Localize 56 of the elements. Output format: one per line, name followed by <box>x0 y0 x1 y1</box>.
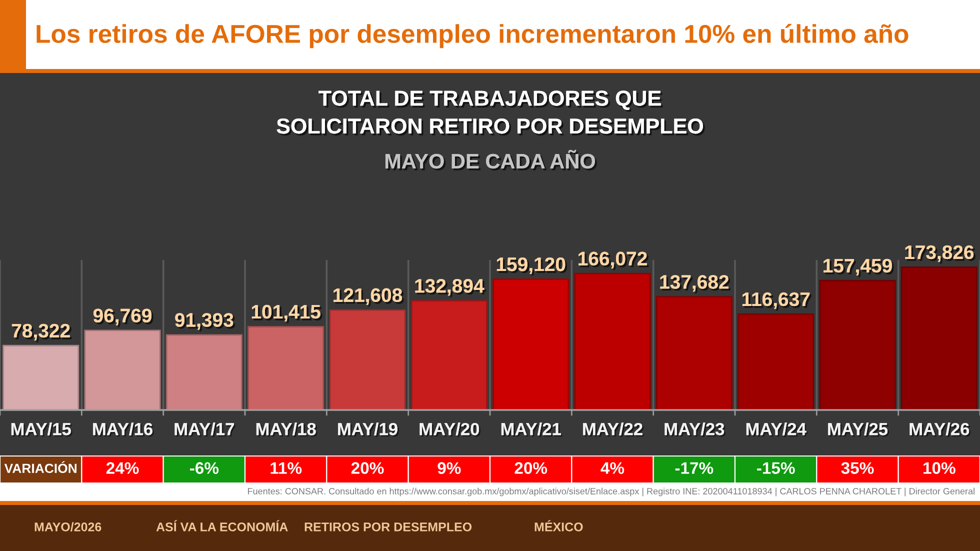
bar <box>900 266 978 410</box>
chart-title: Los retiros de AFORE por desempleo incrementaron 10% en último año <box>36 24 908 48</box>
data-label: 96,769 <box>93 308 154 328</box>
data-label: 173,826 <box>905 245 976 264</box>
text: -15% <box>757 462 795 474</box>
bar <box>410 300 488 410</box>
bar <box>492 278 570 410</box>
bar <box>2 344 80 410</box>
chart-subtitle: TOTAL DE TRABAJADORES QUE SOLICITARON RETIRO POR DESEMPLEO <box>276 90 705 136</box>
data-label: 101,415 <box>252 304 322 324</box>
x-tick-label: MAY/23 <box>664 422 726 437</box>
bar <box>166 334 242 410</box>
x-tick-label: MAY/21 <box>501 422 562 437</box>
text: ASÍ VA LA ECONOMÍA <box>156 520 288 532</box>
x-tick-label: MAY/20 <box>420 422 480 437</box>
x-tick-label: MAY/26 <box>910 422 970 437</box>
text: 9% <box>438 462 461 474</box>
data-label: 116,637 <box>742 292 812 311</box>
text: 35% <box>841 462 874 474</box>
text: 24% <box>106 462 139 474</box>
data-label: 121,608 <box>334 288 404 307</box>
bar <box>738 313 814 410</box>
data-label: 157,459 <box>824 258 894 278</box>
data-label: 137,682 <box>660 275 730 294</box>
bar <box>574 272 651 410</box>
x-tick-label: MAY/19 <box>338 422 399 437</box>
bar <box>819 280 896 410</box>
source-note: Fuentes: CONSAR. Consultado en https://www.consar.gob.mx/gobmx/aplicativo/siset/Enlace.aspx | Registro INE: 20200411018934 | CARLOS PENNA CHAROLET | Director General <box>248 488 974 496</box>
bar <box>248 326 324 410</box>
text: 11% <box>270 462 302 474</box>
text: VARIACIÓN <box>4 461 76 474</box>
data-label: 78,322 <box>12 324 72 342</box>
text: -17% <box>675 462 714 474</box>
text: 20% <box>351 462 384 474</box>
x-tick-label: MAY/15 <box>11 422 72 437</box>
x-tick-label: MAY/16 <box>93 422 154 437</box>
bar <box>84 330 161 410</box>
text: MÉXICO <box>534 520 583 532</box>
x-tick-label: MAY/25 <box>828 422 889 437</box>
data-label: 166,072 <box>578 252 649 270</box>
data-label: 159,120 <box>496 257 567 276</box>
text: 20% <box>514 462 548 474</box>
text: MAYO/2026 <box>34 522 102 532</box>
x-tick-label: MAY/24 <box>746 422 808 437</box>
data-label: 132,894 <box>415 279 486 298</box>
data-label: 91,393 <box>175 313 236 332</box>
text: 10% <box>924 462 956 474</box>
x-tick-label: MAY/18 <box>256 422 318 437</box>
x-tick-label: MAY/22 <box>583 422 644 437</box>
text: RETIROS POR DESEMPLEO <box>304 522 472 532</box>
text: 4% <box>600 462 624 474</box>
bar <box>329 309 406 410</box>
bar <box>656 296 732 410</box>
x-tick-label: MAY/17 <box>174 422 236 437</box>
text: MAYO DE CADA AÑO <box>385 150 597 170</box>
text: -6% <box>190 462 219 474</box>
